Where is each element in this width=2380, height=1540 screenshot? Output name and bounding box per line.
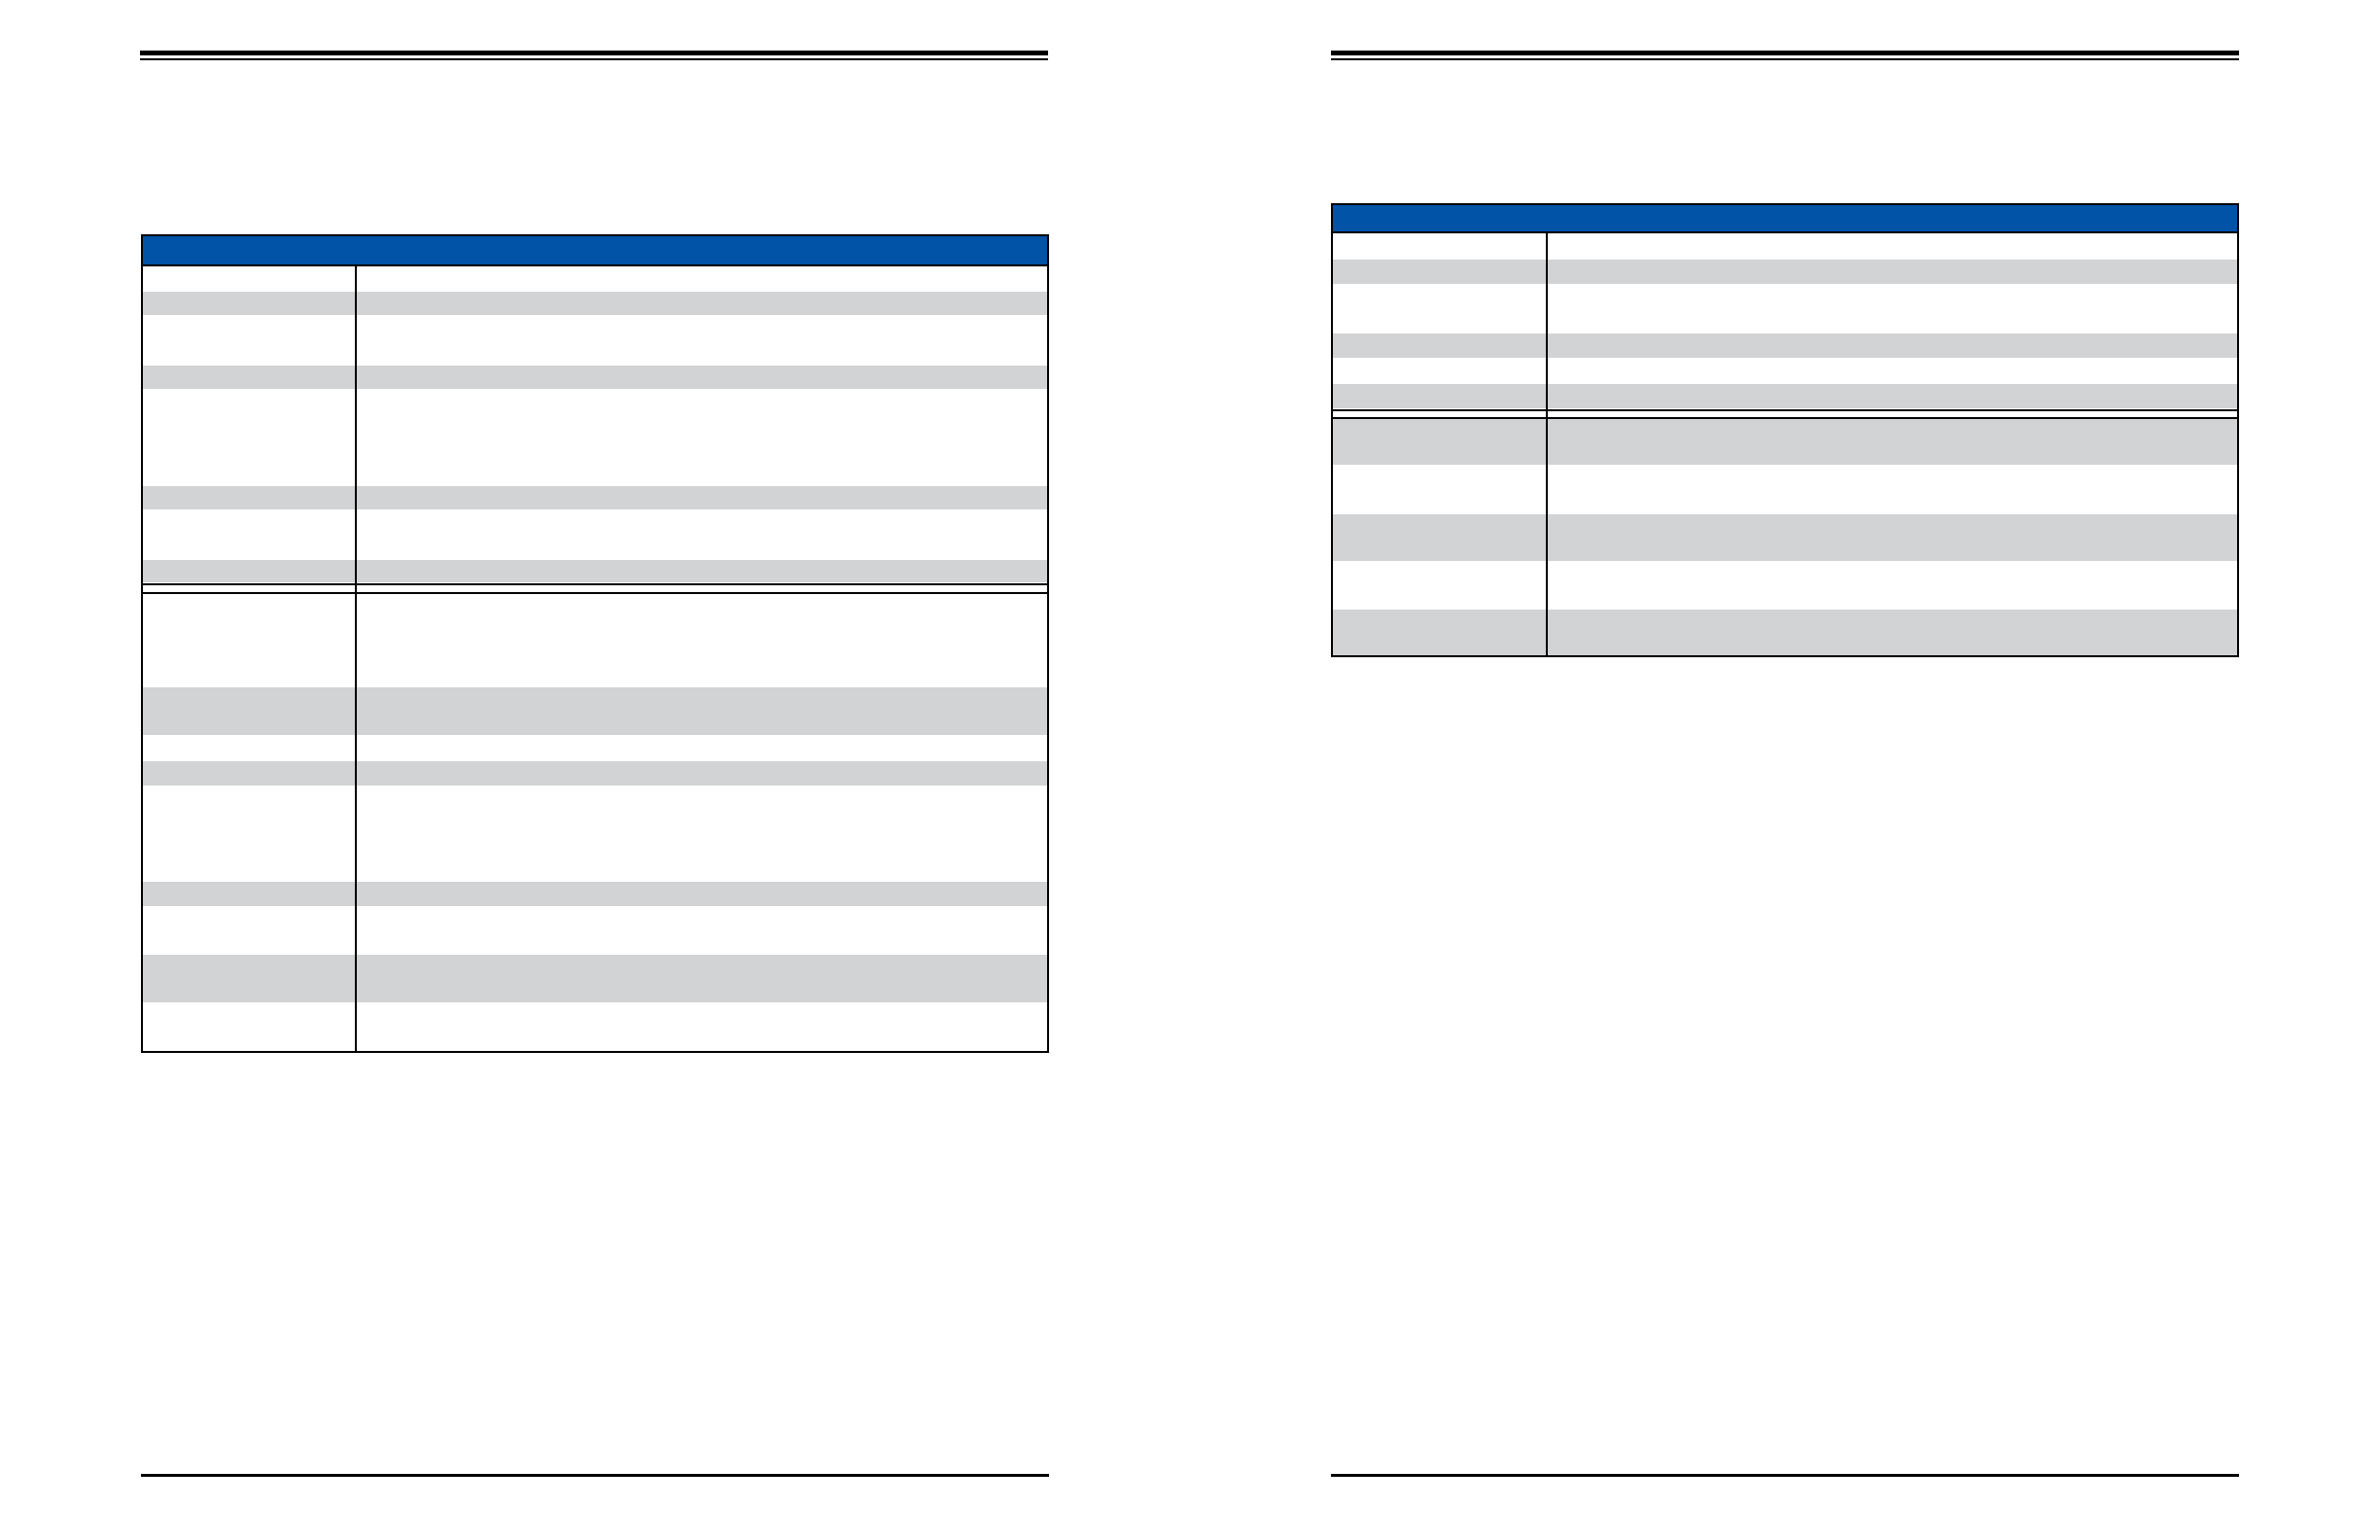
table-row (143, 687, 1047, 735)
table-row (143, 264, 1047, 291)
table-row (143, 736, 1047, 760)
table-row (143, 366, 1047, 389)
table-row (1333, 466, 2237, 513)
section-break-line (143, 583, 1047, 585)
table-row (143, 1003, 1047, 1051)
table-row (143, 510, 1047, 559)
header-rule-thick (1331, 51, 2239, 55)
spec-table (141, 234, 1049, 1053)
table-row (1333, 610, 2237, 655)
table-row (1333, 231, 2237, 259)
table-row (1333, 333, 2237, 358)
spec-table (1331, 203, 2239, 657)
table-header (1333, 205, 2237, 233)
header-rule-thin (1331, 58, 2239, 60)
table-row (1333, 260, 2237, 284)
table-row (143, 955, 1047, 1002)
table-row (143, 787, 1047, 881)
table-row (1333, 514, 2237, 561)
table-row (143, 907, 1047, 954)
table-row (143, 761, 1047, 786)
section-break-line (143, 592, 1047, 594)
table-header (143, 236, 1047, 266)
table-row (1333, 285, 2237, 332)
table-row (143, 292, 1047, 315)
table-row (1333, 359, 2237, 383)
table-row (143, 882, 1047, 906)
section-break-line (1333, 409, 2237, 411)
footer-rule (1331, 1474, 2239, 1477)
table-row (143, 486, 1047, 509)
header-rule-thick (140, 51, 1048, 55)
table-row (1333, 562, 2237, 609)
header-rule-thin (140, 58, 1048, 60)
section-break-line (1333, 417, 2237, 419)
table-row (143, 560, 1047, 582)
table-row (143, 592, 1047, 686)
table-row (1333, 384, 2237, 408)
table-row (1333, 417, 2237, 465)
footer-rule (141, 1474, 1049, 1477)
column-divider (1546, 231, 1548, 655)
table-row (143, 390, 1047, 485)
table-row (143, 316, 1047, 365)
column-divider (355, 264, 357, 1051)
